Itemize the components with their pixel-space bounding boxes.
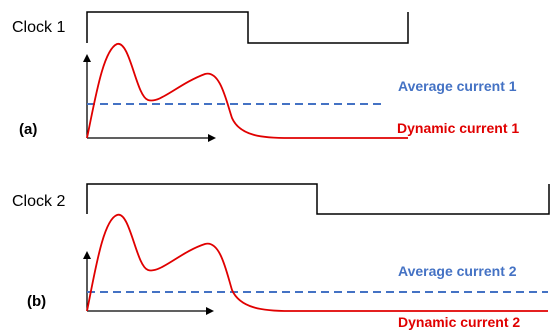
dynamic-current-1-label: Dynamic current 1 bbox=[397, 120, 519, 136]
dynamic-current-2-label: Dynamic current 2 bbox=[398, 314, 520, 330]
clock-1-label: Clock 1 bbox=[12, 19, 65, 36]
clock-1-waveform bbox=[86, 11, 409, 44]
panel-b: Clock 2 Average current 2 Dynamic curren… bbox=[12, 183, 550, 330]
dynamic-current-2-curve bbox=[86, 214, 548, 312]
panel-a: Clock 1 Average current 1 Dynamic curren… bbox=[12, 11, 519, 142]
dynamic-current-1-curve bbox=[86, 43, 408, 139]
clock-2-label: Clock 2 bbox=[12, 193, 65, 210]
average-current-2-label: Average current 2 bbox=[398, 263, 517, 279]
panel-a-label: (a) bbox=[19, 121, 37, 138]
clock-2-waveform bbox=[86, 183, 550, 215]
average-current-1-label: Average current 1 bbox=[398, 78, 517, 94]
panel-b-label: (b) bbox=[27, 293, 46, 310]
